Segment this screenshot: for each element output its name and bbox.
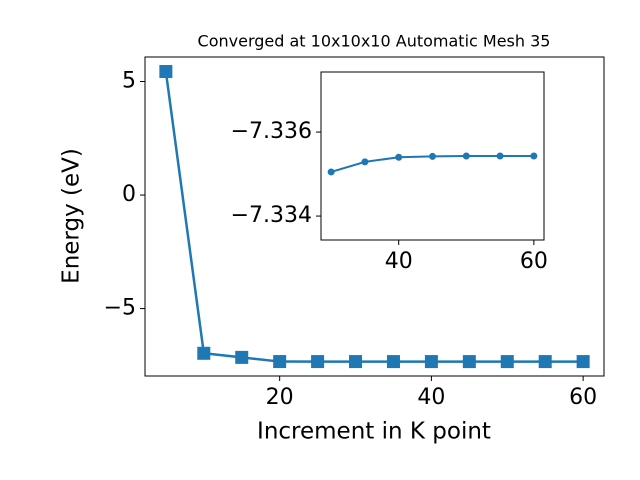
marker [496,152,504,160]
chart-title: Converged at 10x10x10 Automatic Mesh 35 [198,32,551,51]
y-axis-label: Energy (eV) [59,148,85,284]
marker [197,346,211,360]
marker [576,355,590,369]
y-tick-label: 0 [122,182,136,207]
marker [311,355,325,369]
marker [159,65,173,79]
y-tick-label: −7.336 [231,119,312,144]
marker [386,355,400,369]
marker [361,158,369,166]
x-axis-label: Increment in K point [257,419,491,445]
marker [462,152,470,160]
marker [429,152,436,160]
x-tick-label: 60 [520,249,548,274]
y-tick-label: 5 [122,69,136,94]
marker [500,355,514,369]
marker [424,355,438,369]
marker [327,168,335,176]
marker [530,152,538,160]
marker [538,355,552,369]
marker [462,355,476,369]
x-tick-label: 40 [385,249,413,274]
x-tick-label: 40 [417,385,445,410]
marker [349,355,363,369]
y-tick-label: −5 [104,296,136,321]
x-tick-label: 60 [569,385,597,410]
marker [235,350,249,364]
x-tick-label: 20 [266,385,294,410]
marker [273,355,287,369]
y-tick-label: −7.334 [231,203,312,228]
marker [395,153,403,161]
